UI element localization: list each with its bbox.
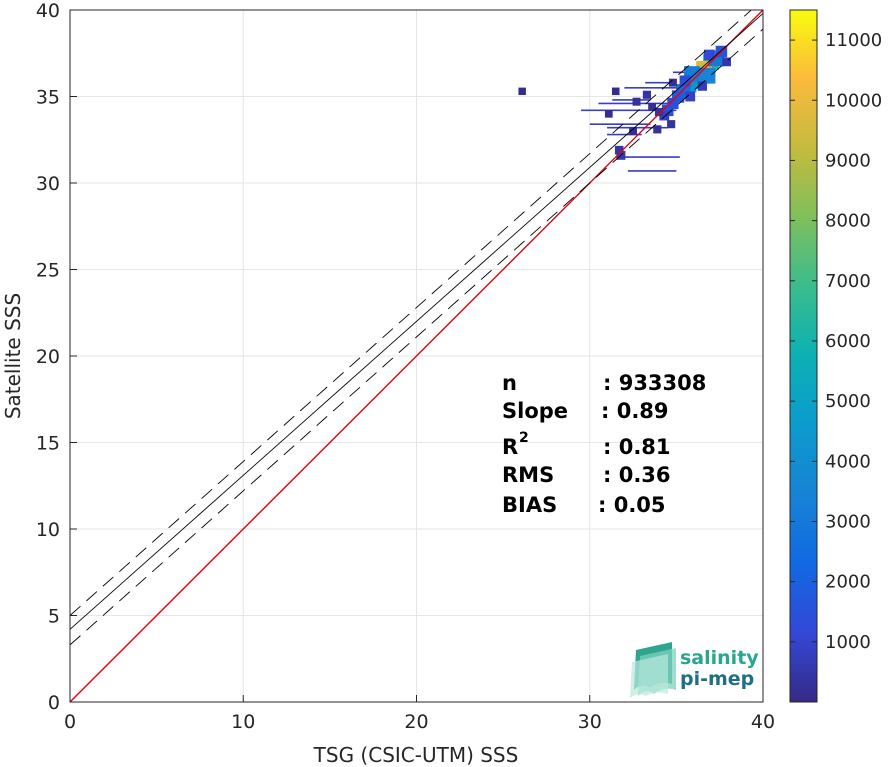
stat-r2-label: R <box>502 435 518 459</box>
colorbar-ticks: 1000 2000 3000 4000 5000 6000 7000 8000 9000 1000… <box>790 30 882 653</box>
density-cell <box>611 87 620 96</box>
density-cell <box>699 67 716 84</box>
stat-bias-value: : 0.05 <box>598 493 666 517</box>
density-cell <box>722 57 731 67</box>
y-tick-label: 15 <box>36 433 60 455</box>
colorbar-tick-label: 5000 <box>825 391 871 412</box>
stat-bias-label: BIAS <box>502 493 557 517</box>
reference-lines <box>70 10 763 702</box>
y-tick-label: 20 <box>36 346 60 368</box>
density-cell <box>667 97 679 110</box>
stat-slope-label: Slope <box>502 399 568 423</box>
ref-line-fit <box>70 13 763 630</box>
density-cell <box>661 104 674 117</box>
density-cell <box>648 102 657 111</box>
x-tick-label: 30 <box>578 711 602 733</box>
y-tick-label: 30 <box>36 173 60 195</box>
colorbar-tick-label: 6000 <box>825 331 871 352</box>
colorbar-tick-label: 4000 <box>825 451 871 472</box>
colorbar-tick-label: 2000 <box>825 572 871 593</box>
density-cell <box>604 109 613 118</box>
y-tick-label: 25 <box>36 260 60 282</box>
density-cell <box>659 110 670 121</box>
colorbar <box>789 9 818 703</box>
x-axis-ticks: 0 10 20 30 40 <box>64 695 775 733</box>
stat-r2-value: : 0.81 <box>603 435 671 459</box>
stats-block: n : 933308 Slope : 0.89 R 2 : 0.81 RMS :… <box>502 371 706 517</box>
density-cell <box>685 91 696 102</box>
density-cell <box>614 145 624 155</box>
ref-line-identity <box>70 10 763 702</box>
logo-line2: pi-mep <box>680 668 754 690</box>
y-tick-label: 10 <box>36 519 60 541</box>
colorbar-tick-label: 7000 <box>825 271 871 292</box>
density-cell <box>629 127 637 136</box>
stat-rms-label: RMS <box>502 463 554 487</box>
y-tick-label: 35 <box>36 87 60 109</box>
x-tick-label: 0 <box>64 711 76 733</box>
density-cell <box>668 78 677 87</box>
stat-n-label: n <box>502 371 517 395</box>
colorbar-tick-label: 8000 <box>825 211 871 232</box>
density-cell <box>679 75 691 87</box>
density-cell <box>632 97 641 106</box>
stat-rms-value: : 0.36 <box>603 463 671 487</box>
colorbar-tick-label: 9000 <box>825 150 871 171</box>
y-tick-label: 5 <box>48 606 60 628</box>
colorbar-tick-label: 1000 <box>825 632 871 653</box>
ref-line-fit-lower <box>70 28 763 646</box>
y-axis-ticks: 0 5 10 15 20 25 30 35 40 <box>36 0 77 714</box>
density-cell <box>518 87 526 96</box>
colorbar-tick-label: 11000 <box>825 30 882 51</box>
x-tick-label: 10 <box>231 711 255 733</box>
y-axis-label: Satellite SSS <box>1 293 25 419</box>
stat-slope-value: : 0.89 <box>601 399 669 423</box>
density-cell <box>667 120 676 129</box>
density-cell <box>654 107 664 117</box>
colorbar-tick-label: 10000 <box>825 90 882 111</box>
colorbar-tick-label: 3000 <box>825 511 871 532</box>
logo-line1: salinity <box>680 647 759 669</box>
x-tick-label: 40 <box>751 711 775 733</box>
density-cell <box>642 90 651 99</box>
stat-r2-sup: 2 <box>519 430 529 446</box>
logo-wave-layer <box>630 654 668 698</box>
ref-line-fit-upper <box>70 10 752 616</box>
x-tick-label: 20 <box>404 711 428 733</box>
y-tick-label: 40 <box>36 0 60 22</box>
density-cell <box>653 125 662 134</box>
density-cell <box>697 81 707 91</box>
density-cell <box>703 49 715 61</box>
stat-n-value: : 933308 <box>603 371 706 395</box>
salinity-pimep-logo: salinity pi-mep <box>630 642 759 698</box>
y-tick-label: 0 <box>48 692 60 714</box>
x-axis-label: TSG (CSIC-UTM) SSS <box>313 743 519 767</box>
